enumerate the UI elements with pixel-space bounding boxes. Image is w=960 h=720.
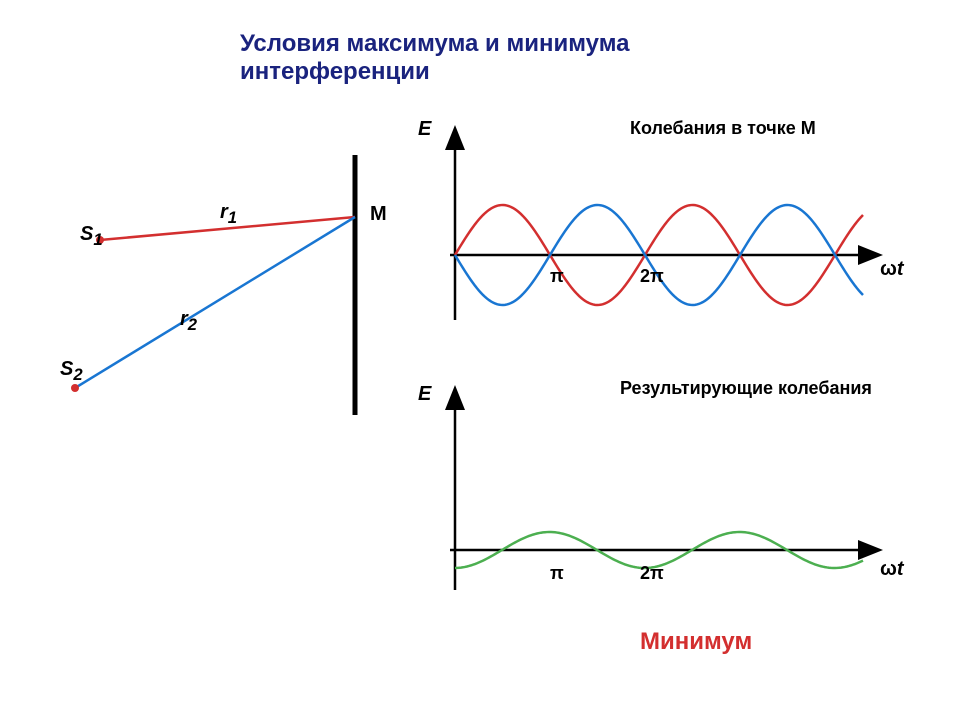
minimum-label: Минимум	[640, 628, 752, 656]
top-chart-title: Колебания в точке М	[630, 118, 816, 139]
top-x-label: ωt	[880, 258, 904, 281]
bottom-chart	[450, 390, 878, 590]
bottom-chart-title: Результирующие колебания	[620, 378, 872, 399]
s1-label: S1	[80, 223, 103, 250]
top-tick-2pi: 2π	[640, 266, 664, 287]
bottom-tick-2pi: 2π	[640, 563, 664, 584]
bottom-tick-pi: π	[550, 563, 564, 584]
top-tick-pi: π	[550, 266, 564, 287]
r1-label: r1	[220, 201, 237, 228]
m-label: M	[370, 203, 387, 226]
s2-label: S2	[60, 358, 83, 385]
bottom-y-label: E	[418, 383, 431, 406]
diagram-canvas	[0, 0, 960, 720]
top-chart	[450, 130, 878, 320]
left-diagram	[71, 155, 355, 415]
bottom-x-label: ωt	[880, 558, 904, 581]
top-y-label: E	[418, 118, 431, 141]
r2-label: r2	[180, 308, 197, 335]
